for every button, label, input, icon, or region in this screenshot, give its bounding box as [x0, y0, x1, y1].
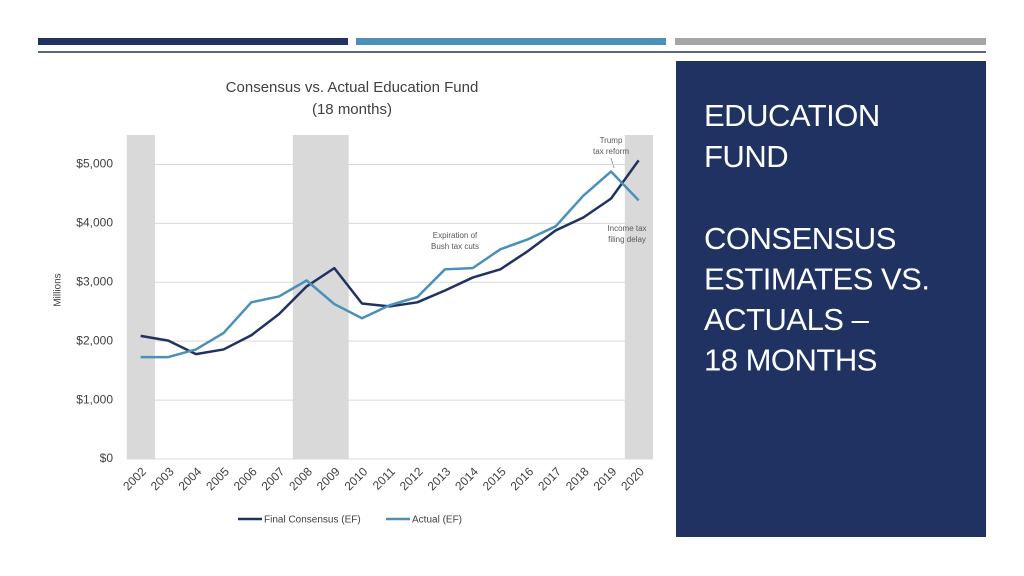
annotation: Expiration of: [433, 231, 478, 240]
x-tick-label: 2013: [425, 464, 454, 493]
annotation: Income tax: [607, 224, 646, 233]
y-tick-label: $4,000: [76, 216, 113, 230]
y-tick-label: $5,000: [76, 157, 113, 171]
leader-line: [610, 157, 615, 169]
x-tick-label: 2011: [370, 464, 398, 492]
data-line: [140, 159, 640, 356]
x-tick-label: 2020: [618, 464, 647, 493]
accent-bar: [38, 38, 348, 45]
annotation: Trump: [600, 136, 623, 145]
slide-subtitle: 18 MONTHS: [704, 343, 877, 378]
legend-label: Final Consensus (EF): [264, 515, 361, 526]
title-panel: [676, 61, 986, 537]
x-tick-label: 2017: [535, 464, 564, 493]
chart-subtitle: (18 months): [312, 101, 392, 118]
chart-title: Consensus vs. Actual Education Fund: [226, 79, 479, 96]
plot: $0 $1,000 $2,000 $3,000 $4,000 $5,000 20022003…: [76, 135, 653, 526]
x-tick-label: 2014: [452, 464, 481, 493]
shaded-band: [126, 135, 155, 459]
x-tick-label: 2007: [259, 464, 288, 493]
x-tick-label: 2012: [397, 464, 426, 493]
slide-title: EDUCATION: [704, 98, 880, 133]
annotation: tax reform: [593, 147, 629, 156]
x-tick-label: 2002: [120, 464, 149, 493]
slide-subtitle: ACTUALS –: [704, 302, 870, 337]
x-tick-label: 2004: [176, 464, 205, 493]
x-tick-label: 2003: [148, 464, 177, 493]
x-tick-label: 2010: [342, 464, 371, 493]
x-tick-label: 2005: [203, 464, 232, 493]
x-tick-label: 2016: [508, 464, 537, 493]
x-tick-label: 2018: [563, 464, 592, 493]
y-tick-label: $2,000: [76, 333, 113, 347]
x-tick-label: 2009: [314, 464, 343, 493]
slide-title: FUND: [704, 139, 788, 174]
annotation: filing delay: [608, 235, 646, 244]
y-tick-label: $1,000: [76, 392, 113, 406]
annotation: Bush tax cuts: [431, 242, 479, 251]
accent-bar: [356, 38, 666, 45]
accent-bar: [675, 38, 986, 45]
x-tick-label: 2006: [231, 464, 260, 493]
x-tick-label: 2019: [591, 464, 620, 493]
y-tick-label: $0: [100, 451, 114, 465]
slide-subtitle: ESTIMATES VS.: [704, 262, 929, 297]
legend-label: Actual (EF): [412, 515, 462, 526]
x-tick-label: 2015: [480, 464, 509, 493]
x-tick-label: 2008: [286, 464, 315, 493]
slide-subtitle: CONSENSUS: [704, 221, 896, 256]
shaded-band: [624, 135, 653, 459]
data-line: [140, 170, 640, 359]
y-tick-label: $3,000: [76, 274, 113, 288]
y-axis-label: Millions: [53, 273, 64, 306]
